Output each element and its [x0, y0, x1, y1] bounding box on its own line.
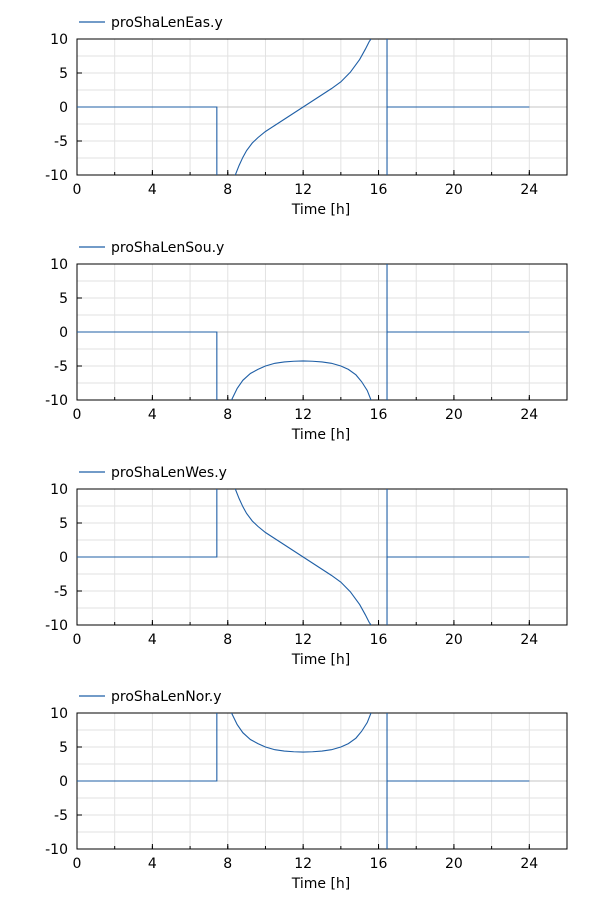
y-tick-label: 10 [50, 257, 68, 273]
x-tick-label: 4 [148, 856, 157, 872]
x-axis-label: Time [h] [291, 202, 351, 218]
x-tick-label: 12 [294, 632, 312, 648]
y-tick-label: 5 [59, 516, 68, 532]
x-tick-label: 20 [445, 632, 463, 648]
x-tick-label: 12 [294, 182, 312, 198]
x-tick-label: 24 [520, 407, 538, 423]
x-tick-label: 16 [370, 856, 388, 872]
y-tick-label: 10 [50, 32, 68, 48]
chart-1: 0 4 8 12 16 20 24 -10 -5 0 5 10 Time [h] proShaLenEas… [45, 15, 567, 218]
y-tick-label: 0 [59, 550, 68, 566]
y-tick-label: 0 [59, 325, 68, 341]
x-axis-label: Time [h] [291, 427, 351, 443]
x-axis-label: Time [h] [291, 876, 351, 892]
legend-label: proShaLenWes.y [111, 465, 227, 481]
x-tick-label: 0 [73, 182, 82, 198]
y-tick-label: 10 [50, 482, 68, 498]
y-tick-label: -10 [45, 618, 68, 634]
y-tick-label: 0 [59, 100, 68, 116]
x-tick-label: 8 [223, 632, 232, 648]
x-tick-label: 16 [370, 632, 388, 648]
x-tick-label: 0 [73, 856, 82, 872]
y-tick-label: -10 [45, 842, 68, 858]
y-tick-label: 5 [59, 740, 68, 756]
y-tick-label: -10 [45, 168, 68, 184]
x-tick-label: 8 [223, 407, 232, 423]
chart-2: 0 4 8 12 16 20 24 -10 -5 0 5 10 Time [h] proShaLenSou… [45, 240, 567, 443]
y-tick-label: -5 [54, 808, 68, 824]
x-tick-label: 8 [223, 856, 232, 872]
y-tick-label: 10 [50, 706, 68, 722]
x-axis-label: Time [h] [291, 652, 351, 668]
x-tick-label: 0 [73, 632, 82, 648]
x-tick-label: 4 [148, 182, 157, 198]
x-tick-label: 20 [445, 182, 463, 198]
x-tick-label: 12 [294, 407, 312, 423]
x-tick-label: 4 [148, 407, 157, 423]
x-tick-label: 20 [445, 856, 463, 872]
x-tick-label: 12 [294, 856, 312, 872]
y-tick-label: -10 [45, 393, 68, 409]
y-tick-label: 5 [59, 66, 68, 82]
x-tick-label: 24 [520, 856, 538, 872]
legend-label: proShaLenEas.y [111, 15, 223, 31]
x-tick-label: 20 [445, 407, 463, 423]
legend-label: proShaLenSou.y [111, 240, 224, 256]
x-tick-label: 8 [223, 182, 232, 198]
y-tick-label: -5 [54, 359, 68, 375]
x-tick-label: 24 [520, 632, 538, 648]
x-tick-label: 4 [148, 632, 157, 648]
x-tick-label: 0 [73, 407, 82, 423]
y-tick-label: 5 [59, 291, 68, 307]
legend-label: proShaLenNor.y [111, 689, 222, 705]
x-tick-label: 16 [370, 407, 388, 423]
chart-4: 0 4 8 12 16 20 24 -10 -5 0 5 10 Time [h] proShaLenNor… [45, 689, 567, 892]
y-tick-label: 0 [59, 774, 68, 790]
chart-3: 0 4 8 12 16 20 24 -10 -5 0 5 10 Time [h] proShaLenWes… [45, 465, 567, 668]
x-tick-label: 16 [370, 182, 388, 198]
y-tick-label: -5 [54, 584, 68, 600]
y-tick-label: -5 [54, 134, 68, 150]
x-tick-label: 24 [520, 182, 538, 198]
